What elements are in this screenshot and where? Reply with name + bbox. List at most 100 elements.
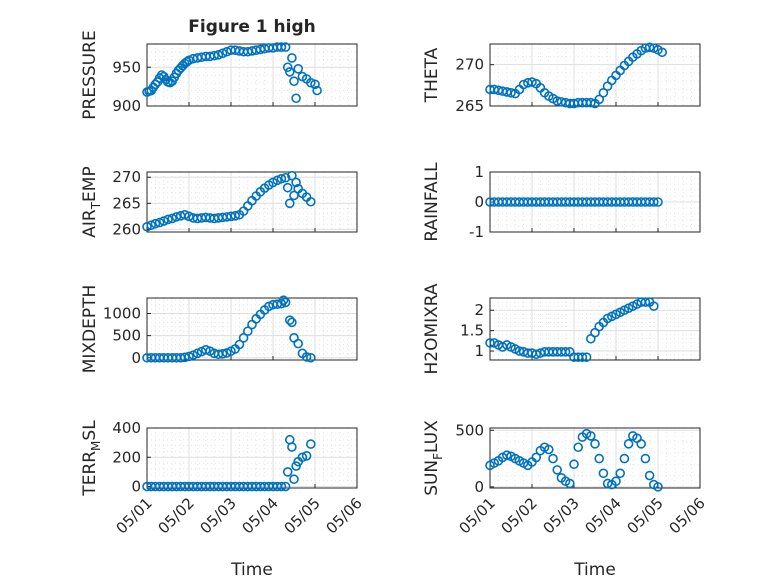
data-point xyxy=(619,453,630,464)
data-point xyxy=(159,216,169,226)
data-point xyxy=(590,439,600,449)
data-point xyxy=(564,478,575,489)
data-point xyxy=(548,453,558,464)
data-point xyxy=(230,211,240,221)
y-axis-label: H2OMIXRA xyxy=(422,283,442,374)
figure-title: Figure 1 high xyxy=(188,17,316,37)
axes-box xyxy=(489,43,701,107)
x-tick-label: 05/01 xyxy=(456,494,499,537)
data-point xyxy=(278,295,289,306)
y-tick-label: 0 xyxy=(131,349,141,367)
x-tick-label: 05/02 xyxy=(498,494,541,537)
subplot-6: 1 1.5 2 H2OMIXRA xyxy=(422,283,701,375)
x-axis-label: Time xyxy=(573,560,616,580)
data-point xyxy=(648,43,659,53)
axes-box xyxy=(146,171,358,233)
data-point xyxy=(289,190,299,201)
x-tick-label: 05/04 xyxy=(582,494,625,537)
data-point xyxy=(280,297,291,308)
y-tick-label: 500 xyxy=(112,327,141,345)
subplot-1: 900 950 PRESSURE xyxy=(80,30,358,120)
axes-box xyxy=(489,297,701,361)
data-point xyxy=(560,347,571,357)
x-tick-label: 05/03 xyxy=(197,494,240,537)
data-point xyxy=(280,172,291,183)
x-tick-label: 05/02 xyxy=(155,494,198,537)
y-tick-label: 270 xyxy=(112,168,141,186)
x-tick-label: 05/06 xyxy=(323,494,366,537)
data-point xyxy=(531,452,542,463)
data-point xyxy=(142,221,152,232)
x-tick-label: 05/05 xyxy=(281,494,324,537)
data-point xyxy=(301,352,312,362)
data-point xyxy=(594,94,605,105)
data-point xyxy=(573,442,584,453)
data-point xyxy=(305,77,316,88)
y-tick-label: 200 xyxy=(112,448,141,466)
data-point xyxy=(282,182,293,193)
y-tick-label: 2 xyxy=(474,301,484,319)
y-tick-label: 500 xyxy=(455,421,484,439)
axes-box xyxy=(146,43,358,107)
y-tick-label: 0 xyxy=(474,193,484,211)
x-tick-label: 05/03 xyxy=(540,494,583,537)
data-point xyxy=(297,452,308,463)
data-point xyxy=(611,476,621,487)
subplot-3: 260 265 270 AIRTEMP xyxy=(80,166,358,238)
y-tick-label: 1000 xyxy=(103,305,141,323)
data-point xyxy=(623,439,634,449)
plot-area xyxy=(489,43,701,107)
y-tick-label: 265 xyxy=(112,194,141,212)
data-point xyxy=(280,481,291,492)
x-tick-label: 05/05 xyxy=(624,494,667,537)
y-axis-label: SUNFLUX xyxy=(422,420,445,496)
data-point xyxy=(287,53,297,63)
data-point xyxy=(243,326,253,337)
data-point xyxy=(287,442,297,452)
data-point xyxy=(150,218,161,229)
data-point xyxy=(644,470,655,481)
data-point xyxy=(644,42,655,53)
data-point xyxy=(648,197,659,207)
data-point xyxy=(506,87,516,98)
x-tick-label: 05/04 xyxy=(239,494,282,537)
x-tick-label: 05/06 xyxy=(666,494,709,537)
data-point xyxy=(531,349,542,360)
y-axis-label: MIXDEPTH xyxy=(80,285,100,374)
data-point xyxy=(648,301,659,311)
y-tick-label: 1.5 xyxy=(460,322,484,340)
subplot-2: 265 270 THETA xyxy=(422,42,701,115)
data-point xyxy=(615,468,626,479)
y-axis-label: TERRMSL xyxy=(80,420,103,497)
data-point xyxy=(234,339,245,350)
data-point xyxy=(217,48,228,59)
y-axis-label: AIRTEMP xyxy=(80,166,103,237)
data-point xyxy=(636,439,647,449)
data-point xyxy=(238,333,249,343)
data-point xyxy=(282,467,293,477)
data-point xyxy=(585,431,596,441)
data-point xyxy=(293,338,304,349)
data-point xyxy=(293,64,304,74)
data-point xyxy=(287,317,297,328)
y-tick-label: 260 xyxy=(112,220,141,238)
y-tick-label: 0 xyxy=(131,478,141,496)
data-point xyxy=(284,315,295,325)
data-point xyxy=(289,474,299,485)
data-point xyxy=(184,351,194,362)
data-point xyxy=(276,173,287,184)
y-tick-label: 950 xyxy=(112,58,141,76)
data-point xyxy=(598,468,609,479)
y-tick-label: 0 xyxy=(474,478,484,496)
data-point xyxy=(581,352,592,362)
data-point xyxy=(284,198,295,209)
axes-box xyxy=(146,297,358,361)
data-point xyxy=(291,93,301,104)
data-point xyxy=(167,213,177,224)
y-tick-label: 265 xyxy=(455,97,484,115)
axes-box xyxy=(489,427,701,489)
